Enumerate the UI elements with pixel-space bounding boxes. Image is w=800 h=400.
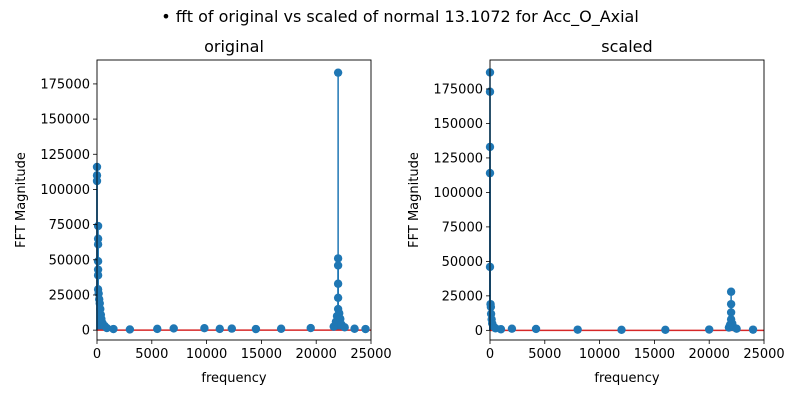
y-tick-label: 150000 xyxy=(40,113,90,128)
x-tick-label: 10000 xyxy=(579,347,620,362)
x-tick-label: 20000 xyxy=(689,347,730,362)
y-tick-label: 50000 xyxy=(442,255,483,270)
y-tick-label: 25000 xyxy=(442,289,483,304)
stem-marker xyxy=(93,271,103,280)
axes-frame xyxy=(489,59,765,341)
stem-marker xyxy=(661,325,670,334)
stem-marker xyxy=(333,68,343,77)
stem-marker xyxy=(496,325,506,334)
y-tick-label: 0 xyxy=(82,324,90,339)
stem-marker xyxy=(531,324,541,334)
y-tick-label: 0 xyxy=(475,324,483,339)
x-tick-label: 0 xyxy=(93,347,101,362)
stem-marker xyxy=(726,287,736,296)
stem-marker xyxy=(573,325,582,334)
stem-marker xyxy=(333,261,343,270)
stem-marker xyxy=(726,299,736,309)
stem-marker xyxy=(705,325,714,334)
panel-original: original 0 5000 10000 15000 20000 25000 0 25000 5… xyxy=(14,37,392,386)
x-tick-label: 0 xyxy=(486,347,494,362)
x-tick-label: 15000 xyxy=(634,347,675,362)
panel-title: scaled xyxy=(601,37,652,56)
stem-marker xyxy=(748,325,758,334)
stem-marker xyxy=(93,221,103,231)
x-axis-label: frequency xyxy=(594,371,660,386)
x-tick-label: 5000 xyxy=(135,347,168,362)
stem-marker xyxy=(361,324,370,334)
x-tick-label: 10000 xyxy=(186,347,227,362)
stem-marker xyxy=(125,325,135,334)
y-tick-label: 150000 xyxy=(433,117,483,132)
x-tick-label: 20000 xyxy=(296,347,337,362)
stem-marker xyxy=(732,324,741,333)
stem-marker xyxy=(333,293,343,302)
x-tick-label: 15000 xyxy=(241,347,282,362)
stem-marker xyxy=(200,323,209,333)
x-axis-label: frequency xyxy=(201,371,267,386)
stem-marker xyxy=(169,324,178,333)
y-tick-label: 75000 xyxy=(442,220,483,235)
stem-marker xyxy=(726,308,736,317)
y-tick-label: 125000 xyxy=(433,151,483,166)
y-axis-label: FFT Magnitude xyxy=(407,152,422,248)
stem-marker xyxy=(93,240,103,249)
y-tick-label: 75000 xyxy=(49,218,90,233)
stem-marker xyxy=(486,302,496,312)
stem-marker xyxy=(340,323,349,332)
y-axis-label: FFT Magnitude xyxy=(14,152,29,248)
stem-marker xyxy=(215,324,224,334)
stem-marker xyxy=(306,323,315,333)
stem-marker xyxy=(617,325,626,334)
x-tick-label: 5000 xyxy=(528,347,561,362)
y-tick-label: 25000 xyxy=(49,288,90,303)
panel-title: original xyxy=(204,37,264,56)
y-tick-label: 50000 xyxy=(49,253,90,268)
y-tick-label: 125000 xyxy=(40,148,90,163)
x-tick-label: 25000 xyxy=(743,347,784,362)
stem-marker xyxy=(251,324,261,334)
stem-marker xyxy=(276,324,286,333)
axes-frame xyxy=(96,59,372,341)
stem-marker xyxy=(350,324,359,333)
panel-scaled: scaled 0 5000 10000 15000 20000 25000 0 25000 500… xyxy=(407,37,785,386)
stem-marker xyxy=(227,324,237,333)
stem-marker xyxy=(102,323,112,333)
stem-marker xyxy=(109,324,118,334)
stem-marker xyxy=(507,324,517,333)
stem-marker xyxy=(333,279,343,288)
stem-marker xyxy=(153,324,162,334)
figure-title: • fft of original vs scaled of normal 13… xyxy=(161,7,639,27)
stem-marker xyxy=(333,254,343,263)
y-tick-label: 100000 xyxy=(40,183,90,198)
x-tick-label: 25000 xyxy=(350,347,391,362)
y-tick-label: 175000 xyxy=(433,82,483,97)
stem-marker xyxy=(93,257,103,266)
y-tick-label: 175000 xyxy=(40,77,90,92)
y-tick-label: 100000 xyxy=(433,186,483,201)
